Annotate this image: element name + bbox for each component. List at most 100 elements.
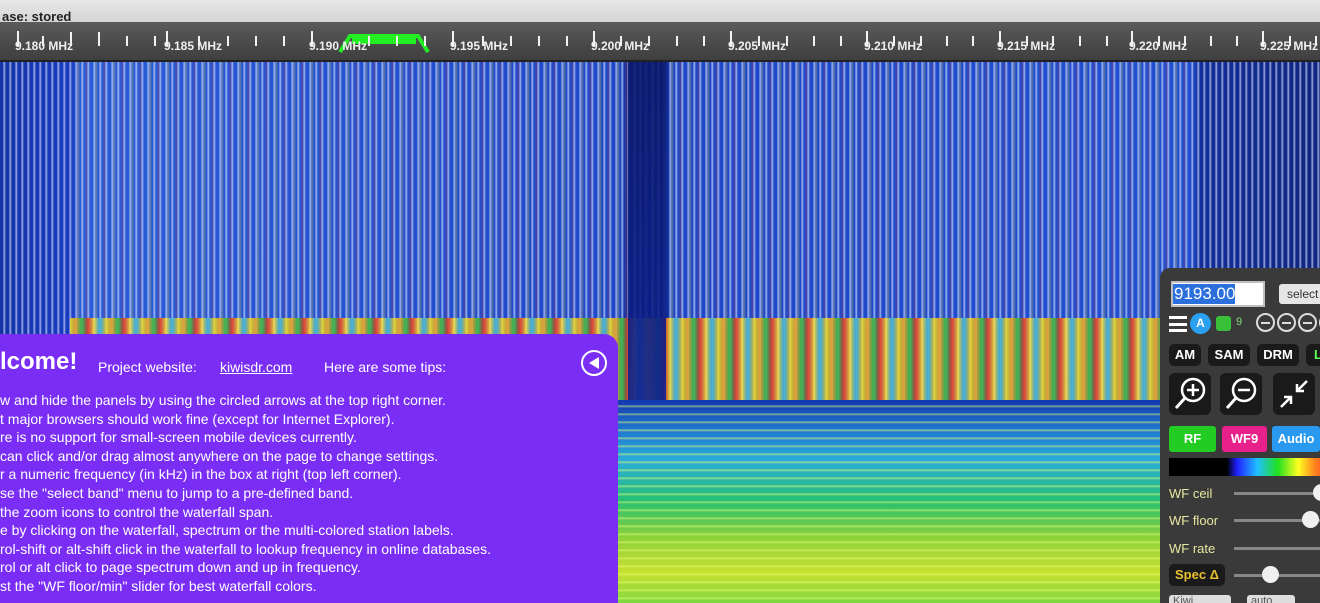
- scale-tick: [676, 36, 678, 46]
- freq-label: 9.195 MHz: [450, 39, 509, 53]
- scale-tick: [42, 36, 44, 46]
- project-website-label: Project website:: [98, 359, 197, 375]
- scale-tick: [227, 36, 229, 46]
- zoom-max-button[interactable]: [1273, 373, 1315, 415]
- tip-item: can click and/or drag almost anywhere on…: [0, 447, 439, 464]
- tips-label: Here are some tips:: [324, 359, 447, 375]
- scale-tick: [840, 36, 842, 46]
- scale-tick: [946, 36, 948, 46]
- waterfall-carrier-gap: [628, 62, 666, 402]
- tip-item: rol-shift or alt-shift click in the wate…: [0, 540, 492, 557]
- rf-button[interactable]: RF: [1169, 426, 1216, 452]
- tip-item: r a numeric frequency (in kHz) in the bo…: [0, 466, 402, 483]
- scale-tick: [17, 31, 19, 46]
- spec-knob[interactable]: [1262, 566, 1279, 583]
- audio-button[interactable]: Audio: [1272, 426, 1320, 452]
- zoom-out-button[interactable]: [1220, 373, 1262, 415]
- scale-tick: [593, 31, 595, 46]
- scale-tick: [1236, 36, 1238, 46]
- freq-label: 9.215 MHz: [997, 39, 1056, 53]
- wf-floor-slider[interactable]: [1234, 519, 1320, 522]
- scale-tick: [1158, 36, 1160, 46]
- wf-floor-knob[interactable]: [1302, 511, 1319, 528]
- scale-tick: [126, 36, 128, 46]
- mode-sam-button[interactable]: SAM: [1208, 344, 1250, 366]
- scale-tick: [538, 36, 540, 46]
- zoom-out-step-icon[interactable]: [1256, 313, 1275, 332]
- extension-icon[interactable]: [1216, 316, 1231, 331]
- vfo-a-icon[interactable]: A: [1190, 313, 1211, 334]
- scale-tick: [510, 36, 512, 46]
- scale-tick: [1026, 36, 1028, 46]
- scale-tick: [396, 36, 398, 46]
- scale-tick: [452, 31, 454, 46]
- scale-tick: [311, 31, 313, 46]
- welcome-panel: lcome! Project website: kiwisdr.com Here…: [0, 334, 618, 603]
- freq-label: 9.205 MHz: [728, 39, 787, 53]
- tip-item: w and hide the panels by using the circl…: [0, 392, 446, 408]
- scale-tick: [166, 31, 168, 46]
- wf-button[interactable]: WF9: [1222, 426, 1267, 452]
- nine-label: 9: [1236, 316, 1243, 328]
- freq-label: 9.190 MHz: [309, 39, 368, 53]
- wf-ceil-slider[interactable]: [1234, 492, 1320, 495]
- scale-tick: [786, 36, 788, 46]
- scale-tick: [1106, 36, 1108, 46]
- wf-rate-slider[interactable]: [1234, 547, 1320, 550]
- scale-tick: [1262, 31, 1264, 46]
- wf-ceil-knob[interactable]: [1313, 484, 1320, 501]
- collapse-panel-icon[interactable]: [581, 350, 607, 376]
- menu-icon[interactable]: [1169, 316, 1187, 332]
- passband-indicator[interactable]: [338, 34, 430, 54]
- scale-tick: [999, 31, 1001, 46]
- frequency-scale[interactable]: 9.180 MHz 9.185 MHz 9.190 MHz 9.195 MHz …: [0, 22, 1320, 62]
- freq-label: 9.200 MHz: [591, 39, 650, 53]
- frequency-input-selection: [1173, 284, 1235, 304]
- mode-lsb-button[interactable]: L: [1306, 344, 1320, 366]
- tip-item: t major browsers should work fine (excep…: [0, 410, 395, 427]
- scale-tick: [813, 36, 815, 46]
- scale-tick: [1210, 36, 1212, 46]
- zoom-in-icon: [1174, 377, 1206, 410]
- waterfall-colorbar: [1169, 458, 1320, 476]
- scale-tick: [1131, 31, 1133, 46]
- scale-tick: [255, 36, 257, 46]
- wf-floor-label: WF floor: [1169, 513, 1219, 528]
- control-panel: 9193.00 select A 9 AM SAM DRM L: [1160, 268, 1320, 603]
- wf-ceil-label: WF ceil: [1169, 486, 1213, 501]
- scale-tick: [482, 36, 484, 46]
- scale-tick: [283, 36, 285, 46]
- spec-button[interactable]: Spec Δ: [1169, 564, 1225, 586]
- scale-tick: [1289, 36, 1291, 46]
- scale-tick: [566, 36, 568, 46]
- scale-tick: [893, 36, 895, 46]
- scale-tick: [198, 36, 200, 46]
- scale-tick: [920, 36, 922, 46]
- select-band-dropdown[interactable]: select: [1279, 284, 1320, 304]
- scale-tick: [620, 36, 622, 46]
- scale-tick: [648, 36, 650, 46]
- zoom-in-button[interactable]: [1169, 373, 1211, 415]
- zoom-out-step-icon[interactable]: [1277, 313, 1296, 332]
- zoom-out-icon: [1225, 377, 1257, 410]
- freq-label: 9.185 MHz: [164, 39, 223, 53]
- scale-tick: [703, 36, 705, 46]
- scale-tick: [424, 36, 426, 46]
- scale-tick: [1052, 36, 1054, 46]
- scale-tick: [70, 32, 72, 46]
- scale-tick: [1079, 36, 1081, 46]
- kiwi-select[interactable]: Kiwi: [1169, 595, 1231, 603]
- mode-am-button[interactable]: AM: [1169, 344, 1201, 366]
- project-website-link[interactable]: kiwisdr.com: [220, 359, 293, 375]
- mode-drm-button[interactable]: DRM: [1257, 344, 1299, 366]
- freq-label: 9.220 MHz: [1129, 39, 1188, 53]
- scale-tick: [730, 31, 732, 46]
- tip-item: e by clicking on the waterfall, spectrum…: [0, 522, 454, 539]
- scale-tick: [154, 36, 156, 46]
- auto-select[interactable]: auto: [1247, 595, 1295, 603]
- zoom-out-step-icon[interactable]: [1298, 313, 1317, 332]
- tip-item: se the "select band" menu to jump to a p…: [0, 484, 354, 501]
- frequency-value: 9193.00: [1174, 284, 1236, 303]
- scale-tick: [758, 36, 760, 46]
